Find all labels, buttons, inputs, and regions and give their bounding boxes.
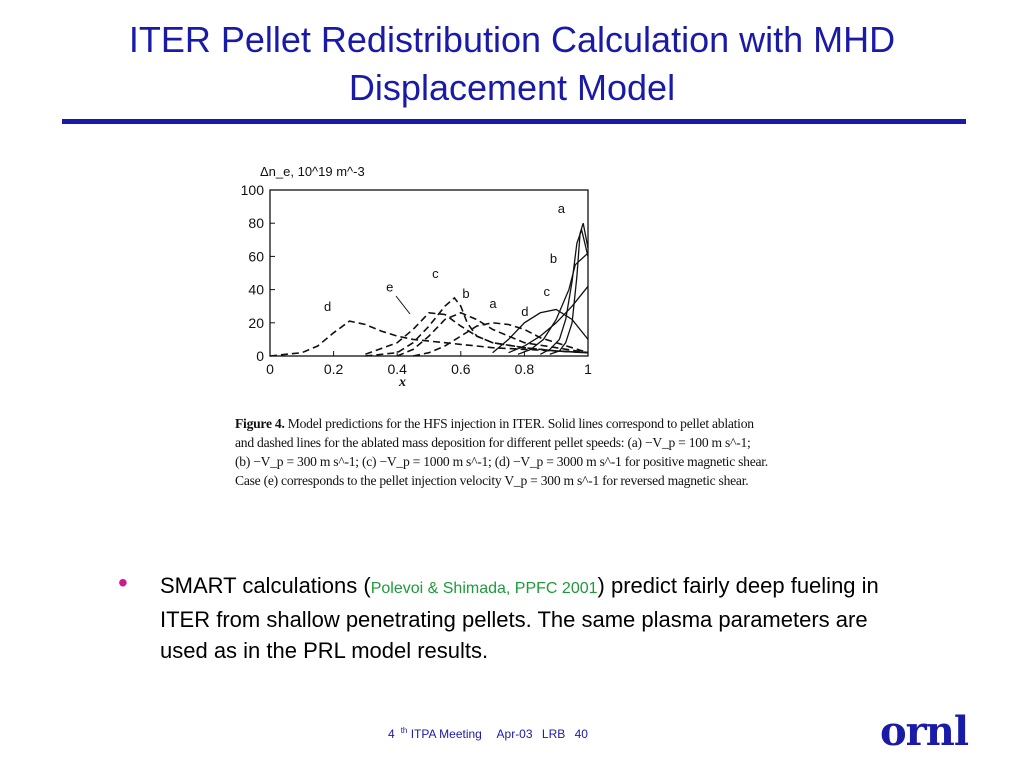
footer-meeting-suffix: th: [400, 726, 408, 735]
annotation-label: e: [386, 279, 393, 294]
citation-text: Polevoi & Shimada, PPFC 2001: [370, 580, 598, 597]
caption-line-4: Case (e) corresponds to the pellet injec…: [235, 473, 749, 488]
x-axis-label: x: [398, 375, 406, 390]
footer-author: LRB: [541, 727, 566, 741]
footer-page-number: 40: [574, 727, 588, 741]
series-line-8: [396, 311, 589, 357]
x-tick-label: 0.4: [387, 361, 407, 377]
series-line-2: [517, 252, 589, 355]
x-tick-label: 0.2: [324, 361, 344, 377]
footer-date: Apr-03: [496, 727, 533, 741]
caption-label: Figure 4.: [235, 416, 285, 431]
density-chart: Δn_e, 10^19 m^-3 0 0.2 0.4 0.6 0.8 1 0 20 40 60 80…: [241, 164, 592, 390]
y-tick-label: 0: [256, 348, 264, 364]
footer-meeting-rest: ITPA Meeting: [407, 727, 482, 741]
x-tick-label: 0.6: [451, 361, 471, 377]
y-tick-label: 60: [248, 248, 264, 264]
tick-group: 0 0.2 0.4 0.6 0.8 1 0 20 40 60 80 100 x: [241, 182, 592, 390]
series-line-7: [365, 296, 589, 357]
caption-text-1: Model predictions for the HFS injection …: [287, 416, 754, 431]
series-line-9: [412, 321, 589, 357]
x-tick-label: 0: [266, 361, 274, 377]
bullet-text: SMART calculations (Polevoi & Shimada, P…: [160, 570, 900, 666]
bullet-dot-icon: •: [118, 567, 128, 598]
annotation-label: a: [489, 296, 497, 311]
ornl-logo: ornl: [880, 708, 969, 755]
annotation-label: a: [558, 201, 566, 216]
series-line-5: [492, 308, 589, 354]
y-tick-label: 20: [248, 315, 264, 331]
figure-caption: Figure 4. Model predictions for the HFS …: [235, 414, 885, 490]
y-tick-label: 80: [248, 215, 264, 231]
annotation-pointer-e: [395, 295, 411, 315]
annotation-label: b: [462, 286, 469, 301]
caption-line-2: and dashed lines for the ablated mass de…: [235, 435, 751, 450]
annotation-label: c: [432, 266, 439, 281]
footer-meeting: 4 th ITPA Meeting: [388, 726, 488, 741]
slide-footer: 4 th ITPA Meeting Apr-03 LRB 40: [388, 726, 594, 741]
series-line-4: [549, 223, 589, 355]
annotation-label: d: [324, 299, 331, 314]
y-tick-label: 40: [248, 282, 264, 298]
series-group: [269, 223, 589, 357]
footer-meeting-number: 4: [388, 727, 395, 741]
y-axis-label: Δn_e, 10^19 m^-3: [260, 164, 365, 179]
caption-line-3: (b) −V_p = 300 m s^-1; (c) −V_p = 1000 m…: [235, 454, 768, 469]
y-tick-label: 100: [241, 182, 265, 198]
x-tick-label: 1: [584, 361, 592, 377]
caption-line-1: Figure 4. Model predictions for the HFS …: [235, 414, 885, 433]
bullet-text-before: SMART calculations (: [160, 573, 371, 598]
annotation-label: d: [521, 304, 528, 319]
slide-title: ITER Pellet Redistribution Calculation w…: [128, 19, 896, 108]
annotation-label: b: [550, 251, 557, 266]
x-tick-label: 0.8: [515, 361, 535, 377]
series-line-6: [269, 320, 589, 357]
plot-frame: [269, 189, 589, 357]
title-divider: [62, 119, 966, 124]
annotation-label: c: [543, 284, 550, 299]
bullet-text-after: ) predict fairly deep fueling in ITER fr…: [160, 573, 879, 663]
series-line-10: [365, 311, 589, 356]
